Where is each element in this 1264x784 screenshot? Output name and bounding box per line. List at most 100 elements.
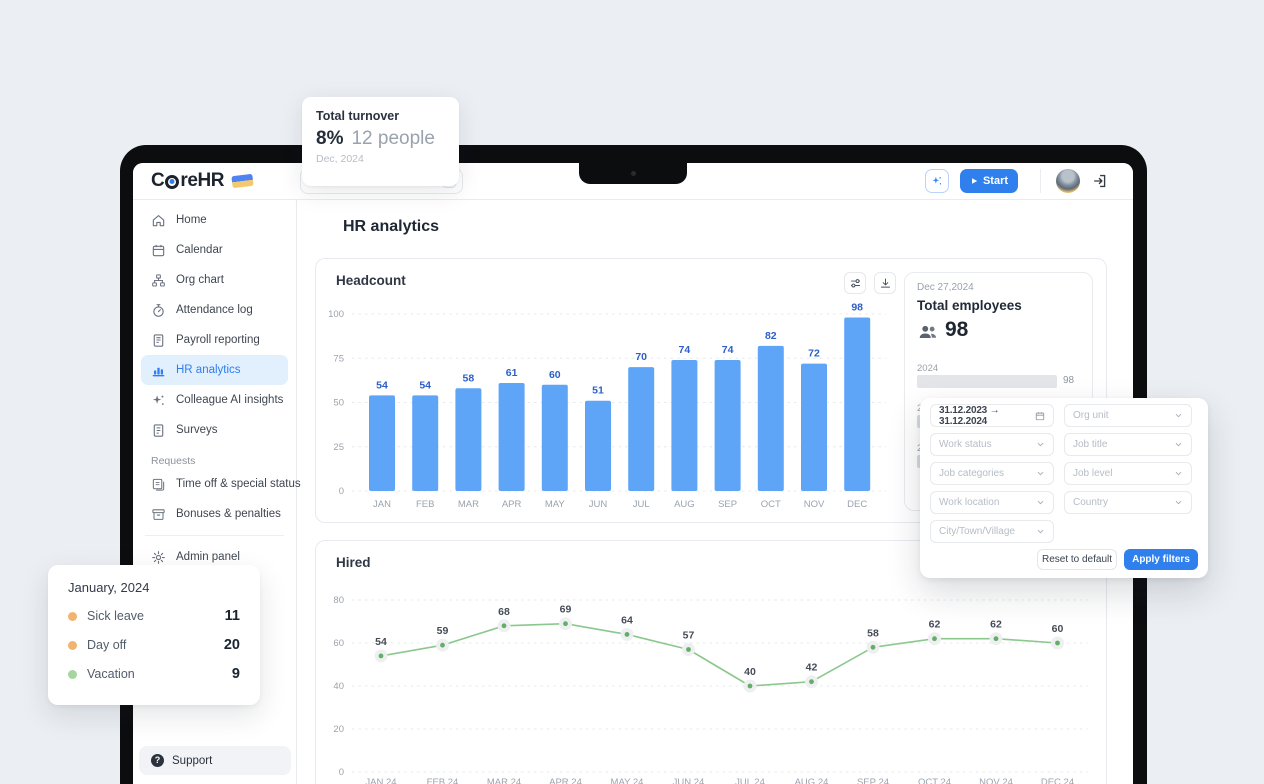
corehr-logo: C reHR <box>151 170 254 192</box>
y-tick-label: 0 <box>339 767 344 778</box>
sidebar-item-home[interactable]: Home <box>141 205 288 235</box>
x-tick-label: NOV <box>804 499 825 510</box>
select-placeholder: Org unit <box>1073 410 1109 421</box>
sidebar-item-support[interactable]: ? Support <box>139 746 291 775</box>
x-tick-label: MAR 24 <box>487 777 521 784</box>
attendance-log-icon <box>151 303 166 318</box>
sidebar-item-surveys[interactable]: Surveys <box>141 415 288 445</box>
user-avatar[interactable] <box>1056 169 1080 193</box>
point-value-label: 68 <box>498 606 510 618</box>
logout-icon[interactable] <box>1092 172 1110 190</box>
people-icon <box>917 321 939 343</box>
reset-to-default-button[interactable]: Reset to default <box>1037 549 1117 570</box>
colleague-ai-insights-icon <box>151 393 166 408</box>
legend-label: Sick leave <box>87 609 144 623</box>
year-bar <box>917 375 1057 388</box>
sidebar-item-label: Attendance log <box>176 304 253 316</box>
y-tick-label: 25 <box>333 442 344 453</box>
data-point <box>440 642 445 648</box>
sidebar-item-bonuses-penalties[interactable]: Bonuses & penalties <box>141 499 288 529</box>
point-value-label: 64 <box>621 614 633 626</box>
legend-row-vacation: Vacation 9 <box>68 666 240 682</box>
select-city-town-village[interactable]: City/Town/Village <box>930 520 1054 543</box>
y-tick-label: 20 <box>333 724 344 735</box>
date-range-field[interactable]: 31.12.2023 → 31.12.2024 <box>930 404 1054 427</box>
year-label: 2024 <box>917 363 939 374</box>
y-tick-label: 60 <box>333 638 344 649</box>
select-org-unit[interactable]: Org unit <box>1064 404 1192 427</box>
sidebar-item-attendance-log[interactable]: Attendance log <box>141 295 288 325</box>
filter-settings-icon[interactable] <box>844 272 866 294</box>
home-icon <box>151 213 166 228</box>
data-point <box>809 679 814 685</box>
y-tick-label: 80 <box>333 595 344 606</box>
sidebar-item-payroll-reporting[interactable]: Payroll reporting <box>141 325 288 355</box>
x-tick-label: OCT 24 <box>918 777 951 784</box>
y-tick-label: 100 <box>328 309 344 320</box>
sidebar-item-label: Admin panel <box>176 551 240 563</box>
camera-icon <box>630 171 636 176</box>
point-value-label: 62 <box>990 619 1002 631</box>
sidebar-nav: Home Calendar Org chart Attendance log Payro… <box>133 205 301 572</box>
point-value-label: 60 <box>1052 623 1064 635</box>
sidebar-item-time-off-special-status[interactable]: Time off & special status <box>141 469 301 499</box>
sidebar-item-label: HR analytics <box>176 364 241 376</box>
support-label: Support <box>172 754 213 767</box>
turnover-title: Total turnover <box>316 109 400 123</box>
select-job-categories[interactable]: Job categories <box>930 462 1054 485</box>
laptop-notch <box>579 163 687 184</box>
bar-mar <box>455 388 482 491</box>
bar-value-label: 61 <box>506 367 518 379</box>
bar-aug <box>671 360 698 491</box>
legend-value: 9 <box>231 666 240 682</box>
headcount-bar-chart: 0 25 50 75 100 54 JAN 54 FEB 58 MAR 61 APR 60 MAY 51 JUN… <box>316 259 1106 522</box>
select-placeholder: Country <box>1073 497 1109 508</box>
day-off-dot-icon <box>68 640 77 650</box>
select-job-level[interactable]: Job level <box>1064 462 1192 485</box>
data-point <box>932 636 937 642</box>
sidebar-item-colleague-ai-insights[interactable]: Colleague AI insights <box>141 385 288 415</box>
x-tick-label: DEC <box>847 499 867 510</box>
select-job-title[interactable]: Job title <box>1064 433 1192 456</box>
apply-filters-button[interactable]: Apply filters <box>1124 549 1198 570</box>
x-tick-label: FEB 24 <box>427 777 459 784</box>
y-tick-label: 0 <box>339 486 344 497</box>
sidebar-item-calendar[interactable]: Calendar <box>141 235 288 265</box>
legend-row-day-off: Day off 20 <box>68 637 240 653</box>
bar-value-label: 60 <box>549 369 561 381</box>
point-value-label: 42 <box>806 662 818 674</box>
ai-assistant-button[interactable] <box>925 169 949 193</box>
sidebar-item-label: Org chart <box>176 274 224 286</box>
sidebar-item-hr-analytics[interactable]: HR analytics <box>141 355 288 385</box>
data-point <box>378 653 384 659</box>
bar-value-label: 98 <box>851 302 863 314</box>
filters-popup: 31.12.2023 → 31.12.2024 Work status Job c… <box>920 398 1208 578</box>
chevron-down-icon <box>1174 469 1183 478</box>
select-work-status[interactable]: Work status <box>930 433 1054 456</box>
point-value-label: 58 <box>867 627 879 639</box>
x-tick-label: AUG 24 <box>795 777 829 784</box>
select-placeholder: City/Town/Village <box>939 526 1015 537</box>
headcount-title: Headcount <box>336 273 406 288</box>
january-rows: Sick leave 11 Day off 20 Vacation 9 <box>68 608 240 682</box>
x-tick-label: JAN 24 <box>365 777 396 784</box>
select-work-location[interactable]: Work location <box>930 491 1054 514</box>
january-summary-tooltip: January, 2024 Sick leave 11 Day off 20 Vacat… <box>48 565 260 705</box>
start-button[interactable]: Start <box>960 169 1018 193</box>
sidebar-item-admin-panel[interactable]: Admin panel <box>141 542 288 572</box>
headcount-svg: 0 25 50 75 100 54 JAN 54 FEB 58 MAR 61 APR 60 MAY 51 JUN… <box>328 302 886 510</box>
download-icon[interactable] <box>874 272 896 294</box>
total-turnover-tooltip: Total turnover 8% 12 people Dec, 2024 <box>302 97 459 186</box>
bar-jun <box>585 400 611 491</box>
bar-apr <box>498 383 525 491</box>
x-tick-label: MAY <box>545 499 566 510</box>
select-country[interactable]: Country <box>1064 491 1192 514</box>
bar-value-label: 72 <box>808 348 820 360</box>
x-tick-label: JUN <box>589 499 608 510</box>
start-button-label: Start <box>982 175 1009 187</box>
topbar-divider <box>1040 169 1041 193</box>
sidebar-item-org-chart[interactable]: Org chart <box>141 265 288 295</box>
sidebar-item-label: Colleague AI insights <box>176 394 284 406</box>
sidebar-item-label: Calendar <box>176 244 223 256</box>
